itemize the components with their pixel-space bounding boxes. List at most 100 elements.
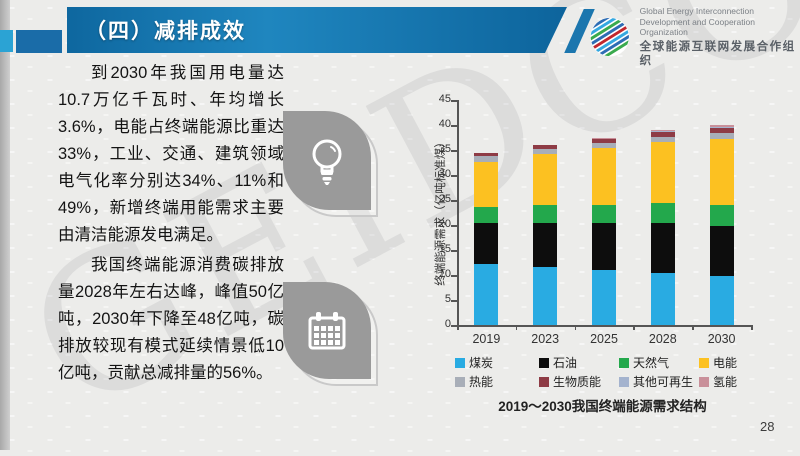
legend-label: 煤炭	[469, 356, 494, 370]
legend-swatch	[539, 357, 549, 368]
bar-segment-电能	[650, 142, 675, 203]
x-tick-label: 2023	[531, 332, 560, 346]
bar-segment-生物质能	[533, 145, 558, 149]
bar-segment-氢能	[709, 125, 734, 127]
bar-segment-氢能	[650, 130, 675, 131]
y-tick-label: 30	[438, 168, 451, 180]
x-tick-mark	[457, 325, 459, 330]
logo-text-en-line2: Development and Cooperation Organization	[639, 16, 755, 38]
legend-item: 其他可再生	[619, 373, 693, 390]
legend-swatch	[455, 357, 465, 368]
x-tick-mark	[574, 325, 577, 330]
bar-segment-热能	[709, 132, 734, 139]
y-tick-label: 10	[438, 268, 451, 280]
legend-item: 氢能	[699, 373, 737, 390]
y-tick-label: 0	[444, 318, 451, 330]
bar-segment-电能	[709, 139, 734, 205]
page-title: （四）减排成效	[85, 20, 246, 43]
accent-square-blue	[16, 30, 62, 53]
legend-item: 天然气	[619, 354, 669, 371]
x-tick-mark	[692, 325, 694, 330]
bar-segment-天然气	[592, 205, 616, 223]
bar-segment-天然气	[650, 203, 675, 223]
legend-label: 天然气	[633, 356, 670, 370]
bar-segment-热能	[474, 156, 499, 162]
x-tick-mark	[633, 325, 635, 330]
x-tick-mark	[751, 325, 753, 330]
leaf-shape	[283, 282, 371, 379]
bar-segment-氢能	[592, 137, 616, 138]
legend-item: 电能	[699, 354, 737, 371]
bar-segment-其他可再生	[709, 126, 734, 128]
bar-segment-石油	[474, 222, 499, 264]
legend-swatch	[539, 376, 549, 387]
y-tick-mark	[451, 125, 457, 127]
calendar-icon	[308, 311, 346, 349]
y-tick-mark	[451, 200, 457, 202]
bar-segment-煤炭	[474, 264, 499, 325]
plot-area: 0 5 10 15 20 25 30 35 40 45 2019 2023 2025 2028 2030 煤炭…	[425, 92, 793, 422]
logo-text-en-line1: Global Energy Interconnection	[639, 6, 754, 16]
bar-segment-石油	[709, 225, 734, 276]
paragraph-carbon: 我国终端能源消费碳排放量2028年左右达峰，峰值50亿吨，2030年下降至48亿…	[58, 256, 284, 382]
y-tick-mark	[451, 150, 457, 152]
y-tick-mark	[451, 175, 457, 177]
bar-segment-电能	[533, 154, 558, 205]
bar-segment-电能	[592, 148, 616, 205]
y-tick-mark	[451, 275, 457, 277]
legend-item: 煤炭	[455, 354, 493, 371]
leaf-shape	[283, 111, 371, 210]
y-tick-label: 15	[438, 243, 451, 255]
bar-segment-石油	[650, 223, 675, 273]
chart-caption: 2019～2030我国终端能源需求结构	[498, 399, 707, 414]
bar-segment-生物质能	[474, 152, 499, 156]
bar-segment-煤炭	[709, 276, 734, 325]
bar-segment-热能	[533, 149, 558, 154]
globe-icon	[588, 14, 632, 61]
y-tick-mark	[451, 325, 457, 327]
legend-item: 热能	[455, 373, 493, 390]
legend-label: 氢能	[713, 375, 738, 389]
legend-label: 其他可再生	[633, 375, 694, 389]
legend-label: 生物质能	[553, 375, 602, 389]
y-tick-label: 45	[438, 93, 451, 105]
legend-swatch	[699, 357, 709, 368]
legend-label: 电能	[713, 356, 738, 370]
bar-segment-煤炭	[650, 272, 675, 325]
y-tick-mark	[451, 300, 457, 302]
paragraph-electricity: 到2030年我国用电量达10.7万亿千瓦时、年均增长3.6%，电能占终端能源比重…	[58, 64, 284, 244]
bar-segment-其他可再生	[650, 131, 675, 132]
schedule-card	[283, 282, 378, 386]
left-edge-strip	[0, 0, 10, 450]
bar-segment-天然气	[474, 206, 499, 223]
legend-item: 生物质能	[539, 373, 601, 390]
bar-segment-天然气	[533, 205, 558, 223]
x-tick-label: 2019	[472, 332, 501, 346]
y-tick-mark	[451, 100, 457, 102]
y-axis-line	[457, 100, 459, 326]
accent-square-cyan	[0, 30, 13, 52]
bar-segment-石油	[533, 222, 558, 267]
bar-segment-电能	[474, 161, 499, 207]
y-tick-label: 35	[438, 143, 451, 155]
chart: 终端能源需求（亿吨标准煤） 0 5 10 15 20 25 30 35 40 45 2019 2023…	[425, 92, 793, 422]
legend-swatch	[699, 376, 709, 387]
bar-segment-石油	[592, 223, 616, 270]
y-tick-label: 25	[438, 193, 451, 205]
y-tick-label: 20	[438, 218, 451, 230]
slide-header: （四）减排成效	[67, 7, 567, 53]
legend-swatch	[455, 376, 465, 387]
legend-label: 石油	[553, 356, 578, 370]
page-number: 28	[760, 419, 775, 434]
bar-segment-煤炭	[533, 266, 558, 325]
legend-swatch	[619, 376, 629, 387]
bar-segment-天然气	[709, 204, 734, 226]
x-tick-mark	[515, 325, 518, 330]
x-tick-label: 2030	[707, 332, 736, 346]
bar-segment-热能	[592, 142, 616, 148]
x-tick-label: 2025	[590, 332, 618, 346]
legend-swatch	[619, 357, 629, 368]
body-text-block: 到2030年我国用电量达10.7万亿千瓦时、年均增长3.6%，电能占终端能源比重…	[58, 60, 284, 390]
x-tick-label: 2028	[648, 332, 677, 346]
y-tick-label: 5	[444, 293, 451, 305]
